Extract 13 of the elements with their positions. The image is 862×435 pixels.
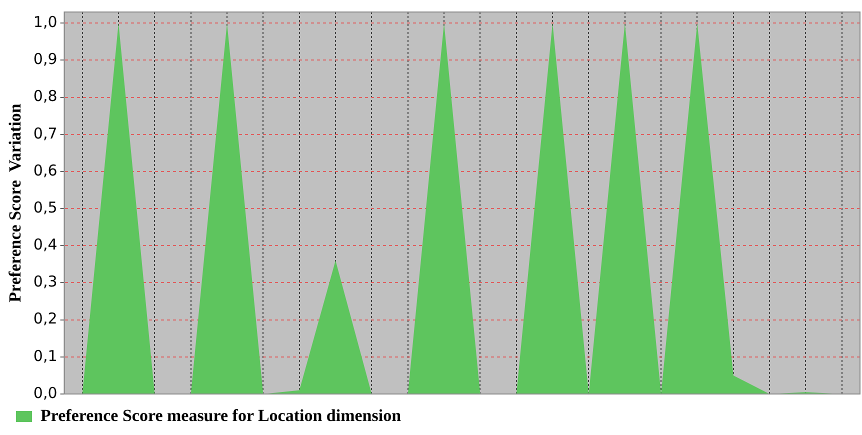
y-tick-label: 0,5 bbox=[33, 198, 58, 216]
y-tick-label: 0,0 bbox=[33, 384, 58, 402]
y-tick-label: 0,6 bbox=[33, 161, 58, 180]
y-tick-label: 0,4 bbox=[33, 236, 58, 254]
y-tick-label: 0,7 bbox=[33, 124, 58, 142]
y-tick-label: 1,0 bbox=[33, 13, 58, 32]
y-tick-label: 0,1 bbox=[33, 346, 58, 365]
y-tick-label: 0,3 bbox=[33, 272, 58, 291]
y-axis-title: Preference Score Variation bbox=[6, 103, 25, 302]
y-tick-label: 0,2 bbox=[33, 310, 58, 328]
y-tick-label: 0,8 bbox=[33, 87, 58, 106]
legend-label: Preference Score measure for Location dimension bbox=[40, 406, 402, 425]
y-tick-label: 0,9 bbox=[33, 50, 58, 68]
